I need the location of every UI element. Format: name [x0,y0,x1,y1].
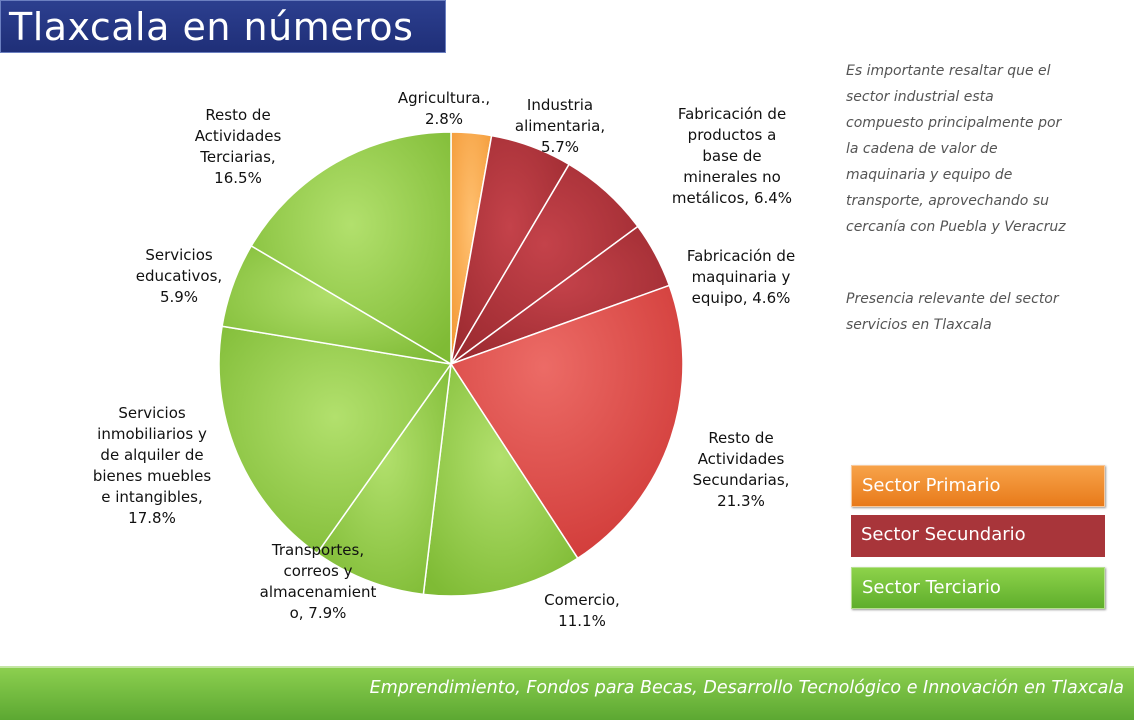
pie-slice-8 [218,325,453,555]
footer-banner: Emprendimiento, Fondos para Becas, Desar… [0,666,1134,720]
slice-label-9: Servicios educativos, 5.9% [135,246,223,306]
legend-tertiary-label: Sector Terciario [862,577,1001,598]
footer-text: Emprendimiento, Fondos para Becas, Desar… [369,678,1124,698]
pie-slice-10 [250,131,452,366]
slice-label-7: Transportes, correos y almacenamient o, 7.9… [259,541,377,622]
pie-slice-7 [315,363,452,596]
slice-label-5: Resto de Actividades Secundarias, 21.3% [692,429,790,510]
slice-label-8: Servicios inmobiliarios y de alquiler de bi… [92,404,212,527]
slice-label-1: Agricultura., 2.8% [397,89,491,128]
title-banner: Tlaxcala en números [0,0,446,53]
slice-label-10: Resto de Actividades Terciarias, 16.5% [194,106,282,187]
slice-label-3: Fabricación de productos a base de minerale… [671,105,793,207]
legend-primary-label: Sector Primario [862,475,1001,496]
slice-label-6: Comercio, 11.1% [544,591,620,630]
legend-secondary-sector: Sector Secundario [851,515,1105,557]
slice-label-4: Fabricación de maquinaria y equipo, 4.6% [686,247,796,307]
slice-label-2: Industria alimentaria, 5.7% [514,96,606,156]
services-sector-note: Presencia relevante del sector servicios… [846,291,1059,333]
pie-slice-5 [449,284,684,560]
legend-tertiary-sector: Sector Terciario [851,567,1105,609]
pie-slice-6 [422,361,579,597]
legend-primary-sector: Sector Primario [851,465,1105,507]
legend-secondary-label: Sector Secundario [861,524,1026,545]
page-title: Tlaxcala en números [9,5,414,49]
industrial-sector-note: Es importante resaltar que el sector ind… [846,63,1066,235]
